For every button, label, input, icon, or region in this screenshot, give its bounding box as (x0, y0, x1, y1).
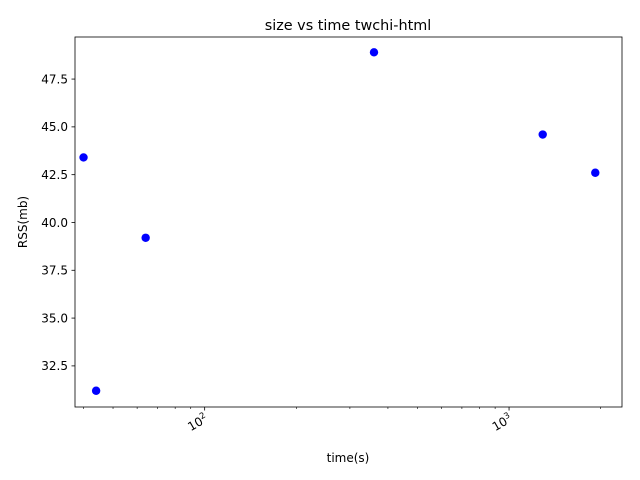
data-point-3 (369, 48, 379, 57)
y-tick-label: 35.0 (41, 311, 68, 325)
data-point-0 (79, 153, 88, 162)
y-tick-label: 32.5 (41, 359, 68, 373)
data-point-2 (141, 233, 150, 242)
plot-frame (74, 36, 623, 408)
y-tick-label: 40.0 (41, 216, 68, 230)
data-points (79, 48, 600, 395)
y-tick-label: 42.5 (41, 168, 68, 182)
y-axis-label: RSS(mb) (16, 196, 30, 248)
y-tick-label: 45.0 (41, 120, 68, 134)
data-point-4 (538, 130, 547, 139)
x-tick-label: 103 (489, 410, 515, 434)
x-axis-ticks: 102 103 (83, 407, 601, 434)
y-axis-ticks: 32.5 35.0 37.5 40.0 42.5 45.0 47.5 (41, 72, 75, 373)
chart-title: size vs time twchi-html (265, 18, 432, 34)
x-tick-label: 102 (184, 410, 210, 434)
data-point-1 (91, 386, 101, 395)
y-tick-label: 47.5 (41, 72, 68, 86)
x-axis-label: time(s) (327, 451, 370, 465)
y-tick-label: 37.5 (41, 264, 68, 278)
data-point-5 (591, 168, 600, 177)
